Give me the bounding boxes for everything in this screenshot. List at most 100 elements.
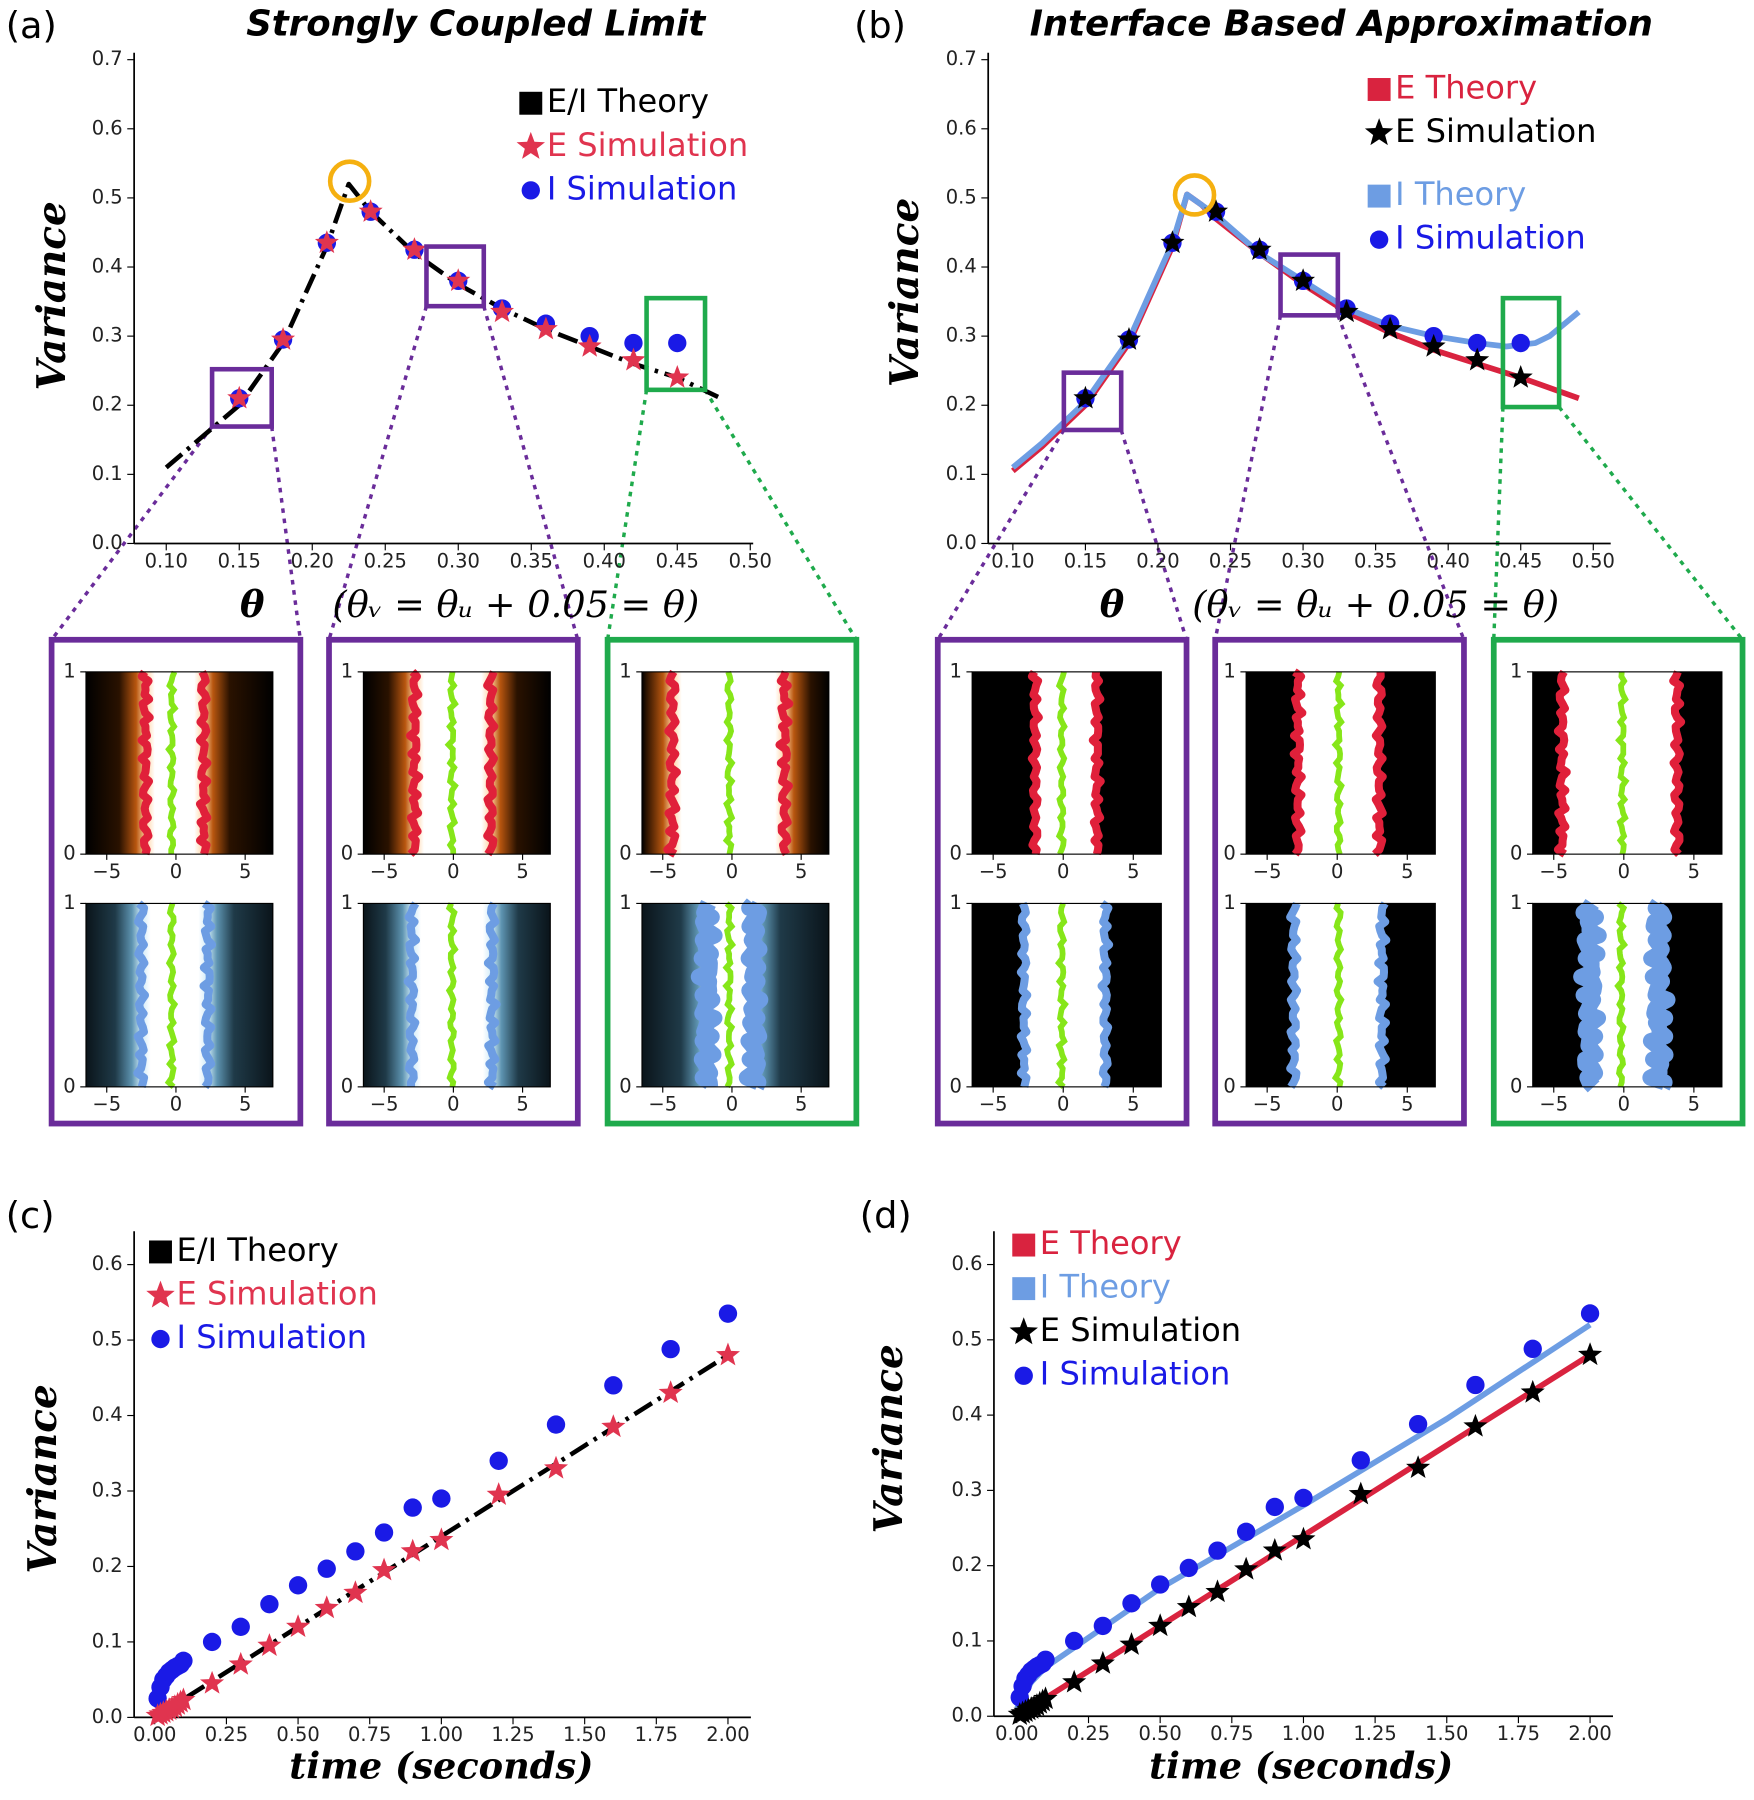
x-tick-label: −5: [1253, 1093, 1282, 1116]
legend-label: I Simulation: [547, 169, 738, 207]
x-tick-label: 0.20: [1136, 549, 1179, 572]
x-tick-label: −5: [92, 1093, 121, 1116]
y-tick-label: 0: [63, 842, 75, 865]
legend-label: E Simulation: [1395, 112, 1596, 150]
zoom-box: [1278, 252, 1341, 318]
y-tick-label: 0.5: [92, 1328, 123, 1351]
y-tick-label: 0: [1510, 1074, 1522, 1097]
heatmap-border: [85, 902, 274, 1088]
x-tick-label: 0: [726, 860, 738, 883]
dot-point: [432, 1489, 451, 1508]
heatmap-bg: [85, 903, 273, 1087]
y-tick-label: 0.1: [92, 462, 123, 485]
heatmap-center: [164, 902, 179, 1089]
x-tick-label: 5: [1401, 1093, 1413, 1116]
heatmap-center: [1055, 671, 1068, 856]
dot-point: [1523, 1339, 1542, 1359]
x-axis-note: (θᵥ = θᵤ + 0.05 = θ): [1192, 583, 1559, 626]
y-tick-label: 0.6: [92, 1252, 123, 1275]
zoom-box: [1500, 295, 1562, 410]
heatmap-border: [1245, 902, 1436, 1088]
heatmap-band: [1031, 671, 1101, 855]
star-point: [1204, 199, 1229, 222]
heatmap-edge: [775, 670, 794, 857]
y-tick-label: 0.0: [946, 531, 977, 554]
star-point: [1160, 230, 1185, 254]
x-tick-label: 5: [1127, 1093, 1139, 1116]
x-tick-label: 0.00: [995, 1722, 1038, 1745]
heatmap-band: [1020, 903, 1110, 1087]
star-point: [358, 199, 383, 222]
star-point: [658, 1380, 683, 1404]
star-point: [1578, 1342, 1603, 1366]
heatmap-center: [444, 671, 459, 855]
dot-point: [1208, 1541, 1227, 1560]
star-point: [1119, 1632, 1144, 1655]
x-tick-label: −5: [648, 860, 677, 883]
x-tick-label: 0.75: [1210, 1722, 1253, 1745]
heatmap-border: [362, 671, 551, 855]
star-point: [314, 230, 339, 254]
x-tick-label: 1.50: [563, 1723, 606, 1746]
heatmap-border: [1532, 671, 1723, 855]
y-tick-label: 0: [341, 842, 353, 865]
x-tick-label: 5: [795, 860, 807, 883]
legend-marker: [1012, 1233, 1036, 1257]
y-tick-label: 1: [949, 659, 961, 682]
star-point: [486, 1482, 511, 1505]
heatmap-center: [1331, 902, 1345, 1088]
y-tick-label: 0.7: [946, 47, 977, 70]
x-tick-label: 0.15: [218, 549, 261, 572]
heatmap-edge: [483, 670, 499, 857]
legend-marker: [1367, 184, 1391, 208]
x-tick-label: 0.50: [729, 549, 772, 572]
dot-point: [288, 1576, 308, 1595]
star-point: [1090, 1650, 1115, 1674]
x-tick-label: 0.00: [133, 1723, 176, 1746]
legend-marker: [149, 1240, 172, 1264]
x-tick-label: 0.10: [145, 549, 188, 572]
heatmap-edge: [1027, 669, 1043, 856]
x-tick-label: 0: [1618, 1093, 1630, 1116]
x-tick-label: 0: [1331, 1093, 1343, 1116]
x-tick-label: 1.75: [1497, 1722, 1540, 1745]
y-tick-label: 0: [619, 842, 631, 865]
heatmap-edge: [1642, 898, 1676, 1091]
heatmap-border: [641, 902, 830, 1088]
heatmap-border: [1245, 671, 1436, 855]
zoom-connector: [1213, 314, 1283, 641]
x-tick-label: 2.00: [1568, 1722, 1611, 1745]
star-point: [171, 1687, 196, 1711]
legend-marker: [519, 91, 543, 115]
heatmap-edge: [1016, 901, 1032, 1088]
heatmap-border: [85, 671, 274, 855]
zoom-box: [644, 295, 708, 393]
zoom-connector: [1492, 406, 1505, 640]
heatmap-center: [722, 670, 736, 855]
x-tick-label: −5: [648, 1093, 677, 1116]
star-point: [1520, 1379, 1545, 1403]
x-tick-label: 5: [239, 1093, 251, 1116]
heatmap-edge: [1097, 900, 1114, 1089]
y-tick-label: 0: [63, 1074, 75, 1097]
legend-marker: [1369, 230, 1389, 249]
y-tick-label: 0.3: [946, 324, 977, 347]
star-point: [1234, 1556, 1259, 1580]
y-tick-label: 0: [619, 1074, 631, 1097]
heatmap-border: [641, 671, 830, 855]
star-point: [1205, 1579, 1230, 1603]
x-tick-label: 0.40: [1427, 549, 1470, 572]
legend-marker: [1014, 1366, 1033, 1385]
legend-marker: [516, 131, 546, 159]
x-tick-label: 0: [1331, 860, 1343, 883]
x-tick-label: 0.35: [510, 549, 553, 572]
dot-point: [1408, 1414, 1428, 1434]
star-point: [1348, 1481, 1373, 1505]
zoom-box: [424, 244, 487, 309]
dot-point: [1511, 333, 1530, 353]
y-tick-label: 0: [1223, 842, 1235, 865]
star-point: [1291, 268, 1316, 292]
star-point: [490, 299, 515, 323]
y-axis-title: Variance: [882, 198, 928, 387]
